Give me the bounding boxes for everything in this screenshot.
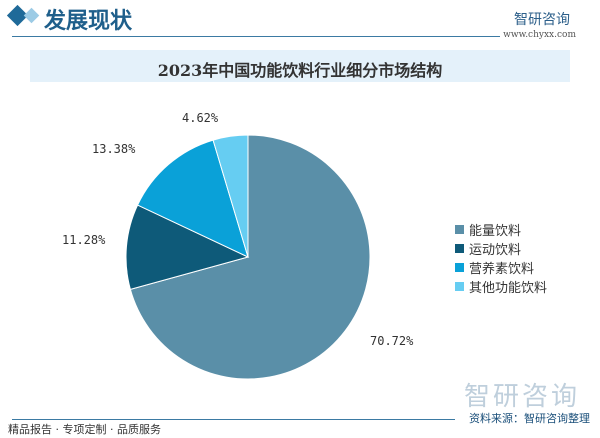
watermark-logo: 智研咨询	[463, 382, 580, 412]
brand-logo: 智研咨询	[514, 12, 570, 28]
pie-slice	[129, 134, 371, 380]
data-label: 4.62%	[182, 111, 219, 125]
section-title: 发展现状	[44, 9, 133, 34]
legend-label: 能量饮料	[469, 224, 522, 239]
source-note: 资料来源：智研咨询整理	[469, 412, 590, 425]
brand-url: www.chyxx.com	[503, 30, 576, 40]
divider	[12, 419, 455, 420]
pie-slice	[212, 134, 249, 258]
legend-item: 运动饮料	[455, 239, 547, 258]
legend-item: 能量饮料	[455, 220, 547, 239]
divider	[12, 36, 500, 37]
legend: 能量饮料 运动饮料 营养素饮料 其他功能饮料	[455, 220, 547, 296]
legend-item: 营养素饮料	[455, 258, 547, 277]
data-label: 13.38%	[92, 142, 136, 156]
legend-swatch	[455, 263, 464, 272]
slogan: 精品报告 · 专项定制 · 品质服务	[8, 423, 161, 436]
pie-slice	[125, 204, 250, 291]
legend-swatch	[455, 244, 464, 253]
legend-swatch	[455, 225, 464, 234]
legend-label: 营养素饮料	[469, 262, 535, 277]
legend-item: 其他功能饮料	[455, 277, 547, 296]
data-label: 70.72%	[370, 334, 414, 348]
chart-title: 2023年中国功能饮料行业细分市场结构	[157, 61, 443, 80]
legend-swatch	[455, 282, 464, 291]
title-bar: 2023年中国功能饮料行业细分市场结构	[30, 50, 570, 82]
data-label: 11.28%	[62, 233, 106, 247]
pie-slice	[136, 139, 249, 258]
legend-label: 运动饮料	[469, 243, 522, 258]
legend-label: 其他功能饮料	[469, 281, 548, 296]
